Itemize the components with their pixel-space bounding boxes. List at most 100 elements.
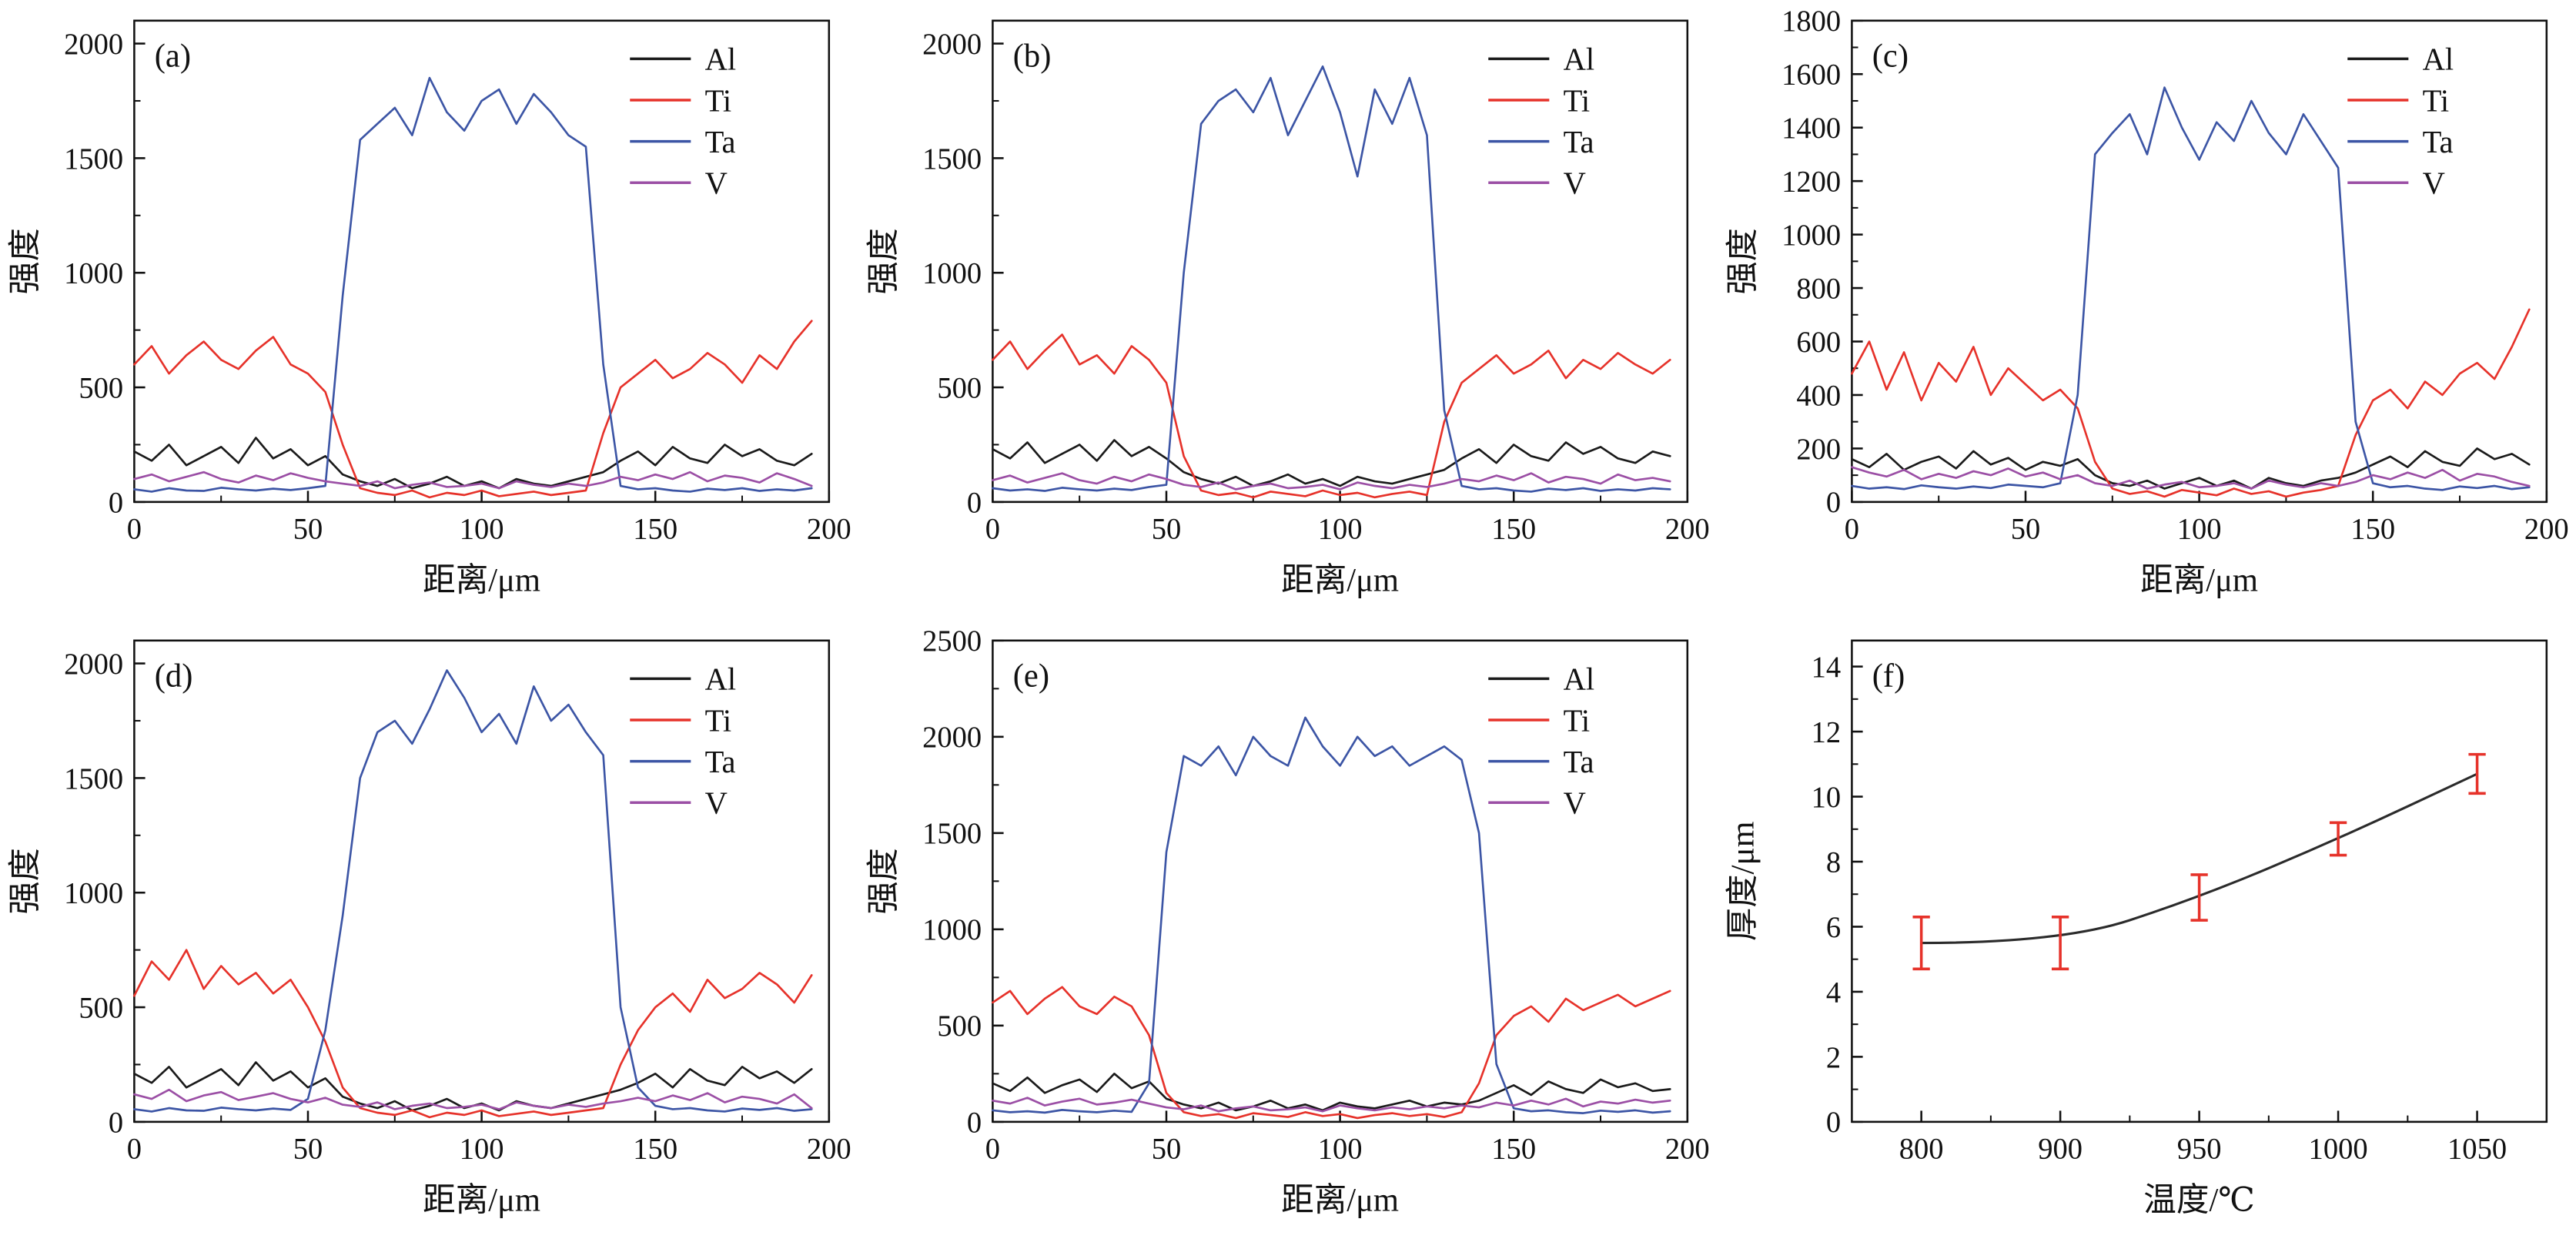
x-axis-label: 距离/μm [1281, 561, 1399, 598]
y-tick-label: 1600 [1781, 58, 1841, 91]
x-tick-label: 50 [2010, 512, 2040, 545]
x-tick-label: 0 [127, 512, 142, 545]
thickness-line [1921, 772, 2477, 944]
x-tick-label: 1050 [2447, 1132, 2507, 1165]
plot-frame [992, 639, 1689, 1123]
y-tick-label: 2500 [922, 624, 982, 657]
y-tick-label: 0 [109, 486, 123, 519]
x-tick-label: 100 [1318, 512, 1363, 545]
legend-label-Ti: Ti [705, 83, 732, 118]
y-tick-label: 500 [79, 991, 123, 1024]
y-tick-label: 0 [1826, 486, 1841, 519]
series-line-V [992, 1096, 1671, 1112]
series-line-Ta [133, 668, 813, 1113]
subplot-b: 0 50 100 150 200 0 500 1000 1500 2000 距离/μm 强度 (b) Al… [858, 0, 1717, 620]
y-axis-label: 强度 [8, 848, 44, 915]
x-tick-label: 50 [293, 512, 323, 545]
y-axis-label: 强度 [1725, 228, 1761, 295]
y-tick-label: 1000 [922, 256, 982, 290]
series-line-V [133, 470, 813, 490]
legend-label-Ti: Ti [1564, 83, 1591, 118]
legend-label-V: V [705, 785, 728, 820]
legend-label-Al: Al [1564, 661, 1595, 696]
panel-label: (f) [1872, 658, 1905, 694]
y-tick-label: 2000 [922, 720, 982, 753]
x-axis-label: 距离/μm [423, 1181, 540, 1218]
series-line-Al [992, 1072, 1671, 1111]
plot-frame [1850, 639, 2548, 1123]
x-tick-label: 800 [1899, 1132, 1943, 1165]
subplot-e: 0 50 100 150 200 0 500 1000 1500 2000 2500 距离/μm 强度(… [858, 620, 1717, 1239]
series-line-Ti [992, 333, 1671, 499]
y-tick-label: 1400 [1781, 112, 1841, 145]
x-tick-label: 200 [807, 1132, 851, 1165]
subplot-a: 0 50 100 150 200 0 500 1000 1500 2000 距离/μm 强度 (a) Al… [0, 0, 858, 620]
panel-label: (d) [155, 658, 193, 694]
x-tick-label: 100 [460, 512, 504, 545]
series-line-V [1850, 466, 2531, 490]
x-tick-label: 150 [1492, 1132, 1537, 1165]
y-tick-label: 1000 [1781, 219, 1841, 252]
y-tick-label: 0 [1826, 1105, 1841, 1138]
y-tick-label: 10 [1811, 780, 1841, 813]
series-line-Ti [992, 985, 1671, 1119]
panel-label: (c) [1872, 38, 1908, 74]
plot-frame [133, 639, 831, 1123]
y-tick-label: 0 [967, 1105, 982, 1138]
y-tick-label: 800 [1796, 272, 1841, 305]
legend-label-Ti: Ti [2422, 83, 2449, 118]
y-tick-label: 500 [938, 371, 982, 404]
x-tick-label: 50 [293, 1132, 323, 1165]
y-tick-label: 1000 [64, 256, 123, 290]
y-tick-label: 2000 [64, 647, 123, 680]
x-tick-label: 200 [807, 512, 851, 545]
x-tick-label: 50 [1152, 1132, 1182, 1165]
y-tick-label: 4 [1826, 976, 1841, 1009]
legend-label-Ti: Ti [705, 703, 732, 738]
y-tick-label: 14 [1811, 650, 1841, 683]
y-tick-label: 1200 [1781, 165, 1841, 198]
legend-label-Al: Al [705, 661, 737, 696]
x-axis-label: 距离/μm [2140, 561, 2258, 598]
x-tick-label: 950 [2176, 1132, 2221, 1165]
x-axis-label: 温度/℃ [2143, 1182, 2255, 1218]
y-tick-label: 1500 [64, 142, 123, 176]
y-tick-label: 2000 [64, 28, 123, 61]
x-tick-label: 200 [1665, 1132, 1710, 1165]
legend-label-Ta: Ta [1564, 125, 1594, 159]
y-tick-label: 1000 [922, 913, 982, 946]
x-tick-label: 0 [1844, 512, 1858, 545]
y-tick-label: 1000 [64, 876, 123, 909]
y-axis-label: 强度 [866, 848, 902, 915]
x-tick-label: 200 [1665, 512, 1710, 545]
y-axis-label: 强度 [866, 228, 902, 295]
series-line-V [992, 472, 1671, 491]
x-tick-label: 150 [633, 1132, 677, 1165]
x-tick-label: 0 [985, 512, 1000, 545]
y-tick-label: 500 [79, 371, 123, 404]
legend-label-V: V [705, 166, 728, 200]
x-tick-label: 100 [460, 1132, 504, 1165]
y-tick-label: 6 [1826, 910, 1841, 943]
y-tick-label: 2 [1826, 1040, 1841, 1073]
legend-label-Al: Al [1564, 42, 1595, 76]
x-tick-label: 150 [2350, 512, 2395, 545]
y-tick-label: 1500 [64, 762, 123, 795]
y-tick-label: 2000 [922, 28, 982, 61]
y-tick-label: 0 [109, 1105, 123, 1138]
series-line-Ta [992, 65, 1671, 493]
series-line-Ti [1850, 308, 2531, 498]
series-line-Al [133, 1060, 813, 1111]
series-line-Al [1850, 447, 2531, 490]
y-tick-label: 1800 [1781, 5, 1841, 38]
series-line-Ta [992, 716, 1671, 1114]
legend-label-Al: Al [705, 42, 737, 76]
legend-label-Ta: Ta [705, 744, 736, 779]
series-line-Ta [1850, 86, 2531, 491]
y-tick-label: 200 [1796, 433, 1841, 466]
series-line-Ti [133, 320, 813, 499]
y-tick-label: 0 [967, 486, 982, 519]
series-line-V [133, 1088, 813, 1110]
